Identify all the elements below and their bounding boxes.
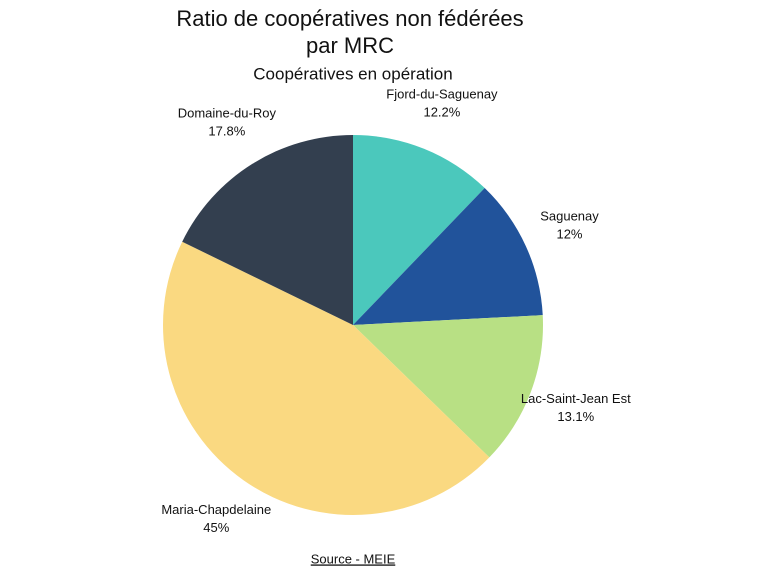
chart-subtitle: Coopératives en opération <box>253 64 452 83</box>
pie-slice <box>353 135 485 325</box>
slice-value: 12.2% <box>423 105 460 120</box>
chart-title: par MRC <box>306 33 394 58</box>
slice-value: 13.1% <box>557 409 594 424</box>
pie-slice <box>353 315 543 458</box>
slice-value: 45% <box>203 520 229 535</box>
chart-title: Ratio de coopératives non fédérées <box>176 6 523 31</box>
slice-label: Saguenay <box>540 209 599 224</box>
slice-label: Lac-Saint-Jean Est <box>521 391 631 406</box>
source-link[interactable]: Source - MEIE <box>311 551 396 566</box>
pie-slice <box>182 135 353 325</box>
slice-label: Domaine-du-Roy <box>178 106 277 121</box>
slice-label: Fjord-du-Saguenay <box>386 87 498 102</box>
slice-label: Maria-Chapdelaine <box>161 502 271 517</box>
slice-value: 17.8% <box>208 124 245 139</box>
pie-slice <box>162 241 490 516</box>
slice-value: 12% <box>556 227 582 242</box>
pie-slice <box>353 188 543 325</box>
